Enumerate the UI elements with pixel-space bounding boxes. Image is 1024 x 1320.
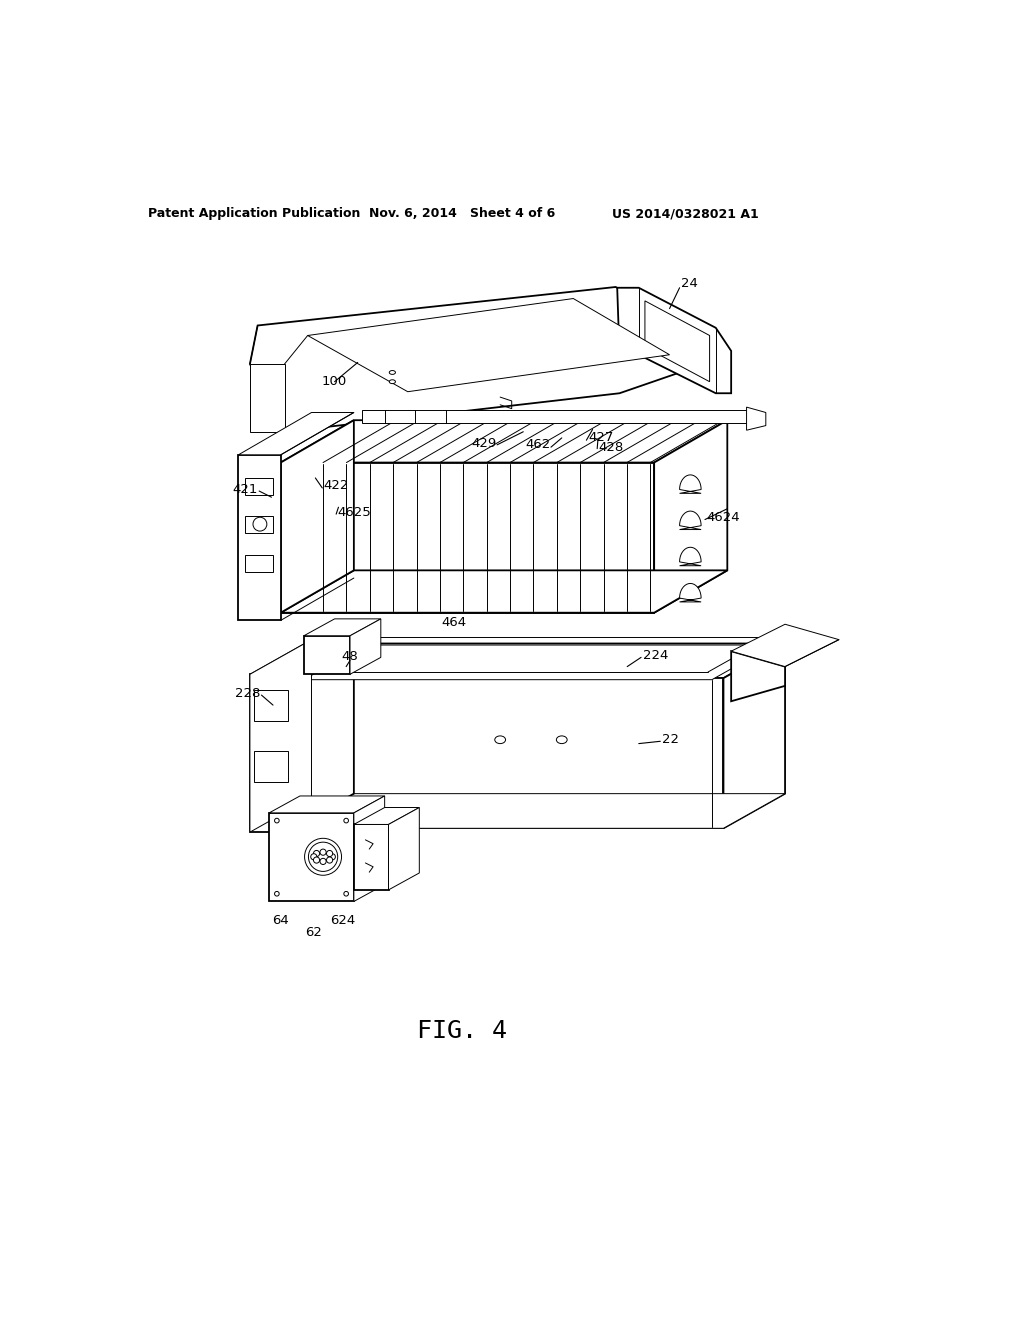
Ellipse shape	[319, 858, 326, 865]
Polygon shape	[254, 689, 289, 721]
Polygon shape	[680, 511, 701, 529]
Polygon shape	[245, 516, 273, 533]
Ellipse shape	[313, 857, 319, 863]
Polygon shape	[269, 813, 354, 902]
Text: 228: 228	[234, 686, 260, 700]
Ellipse shape	[253, 517, 267, 531]
Ellipse shape	[389, 371, 395, 375]
Text: 4625: 4625	[337, 506, 371, 519]
Polygon shape	[250, 675, 292, 832]
Text: 62: 62	[305, 925, 323, 939]
Polygon shape	[239, 412, 354, 455]
Ellipse shape	[495, 737, 506, 743]
Polygon shape	[731, 624, 839, 667]
Polygon shape	[354, 825, 388, 890]
Polygon shape	[680, 548, 701, 566]
Ellipse shape	[274, 818, 280, 822]
Ellipse shape	[327, 857, 333, 863]
Polygon shape	[281, 570, 727, 612]
Polygon shape	[250, 640, 354, 675]
Text: 428: 428	[599, 441, 624, 454]
Text: 624: 624	[330, 915, 355, 927]
Polygon shape	[354, 808, 419, 825]
Polygon shape	[361, 411, 751, 422]
Ellipse shape	[389, 380, 395, 384]
Polygon shape	[304, 645, 773, 680]
Text: 464: 464	[441, 616, 467, 630]
Ellipse shape	[319, 849, 326, 855]
Text: 100: 100	[322, 375, 347, 388]
Text: 429: 429	[471, 437, 497, 450]
Text: 22: 22	[662, 733, 679, 746]
Polygon shape	[292, 678, 724, 829]
Ellipse shape	[327, 850, 333, 857]
Polygon shape	[250, 640, 311, 832]
Polygon shape	[731, 651, 785, 701]
Text: 421: 421	[232, 483, 258, 496]
Text: 24: 24	[681, 277, 698, 289]
Polygon shape	[292, 644, 785, 678]
Text: FIG. 4: FIG. 4	[417, 1019, 507, 1043]
Polygon shape	[645, 301, 710, 381]
Polygon shape	[746, 407, 766, 430]
Ellipse shape	[344, 891, 348, 896]
Polygon shape	[354, 796, 385, 902]
Ellipse shape	[274, 891, 280, 896]
Text: 422: 422	[323, 479, 348, 492]
Ellipse shape	[313, 850, 319, 857]
Polygon shape	[292, 793, 785, 829]
Polygon shape	[281, 462, 654, 612]
Text: 427: 427	[589, 432, 614, 445]
Text: 48: 48	[342, 649, 358, 663]
Polygon shape	[304, 619, 381, 636]
Polygon shape	[350, 619, 381, 675]
Text: Nov. 6, 2014   Sheet 4 of 6: Nov. 6, 2014 Sheet 4 of 6	[369, 207, 555, 220]
Text: 4624: 4624	[707, 511, 740, 524]
Ellipse shape	[330, 854, 336, 859]
Polygon shape	[617, 288, 731, 393]
Polygon shape	[654, 420, 727, 612]
Polygon shape	[680, 475, 701, 494]
Text: 462: 462	[525, 438, 550, 451]
Polygon shape	[245, 478, 273, 495]
Polygon shape	[307, 298, 670, 392]
Polygon shape	[250, 364, 285, 432]
Polygon shape	[250, 286, 731, 432]
Text: Patent Application Publication: Patent Application Publication	[147, 207, 360, 220]
Text: US 2014/0328021 A1: US 2014/0328021 A1	[611, 207, 759, 220]
Polygon shape	[281, 420, 727, 462]
Ellipse shape	[308, 842, 338, 871]
Polygon shape	[724, 644, 785, 829]
Polygon shape	[239, 455, 281, 620]
Ellipse shape	[304, 838, 342, 875]
Polygon shape	[292, 644, 354, 829]
Polygon shape	[269, 796, 385, 813]
Polygon shape	[680, 583, 701, 602]
Polygon shape	[254, 751, 289, 781]
Polygon shape	[245, 554, 273, 572]
Polygon shape	[388, 808, 419, 890]
Text: 224: 224	[643, 648, 668, 661]
Ellipse shape	[310, 854, 316, 859]
Ellipse shape	[344, 818, 348, 822]
Polygon shape	[281, 420, 354, 612]
Polygon shape	[304, 636, 350, 675]
Ellipse shape	[556, 737, 567, 743]
Text: 64: 64	[272, 915, 289, 927]
